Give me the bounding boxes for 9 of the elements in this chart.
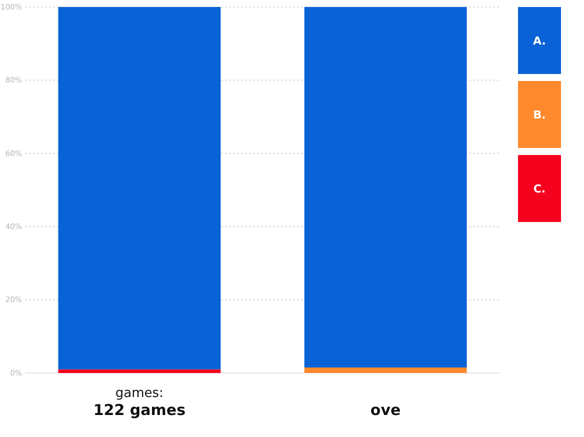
- bar: [304, 368, 467, 373]
- x-tick-label: games: 122 games: [93, 386, 186, 419]
- bar: [58, 7, 221, 370]
- text: C.: [533, 182, 546, 196]
- text: B.: [533, 108, 546, 122]
- x-tick-label: ove: [370, 401, 401, 419]
- bar: [58, 369, 221, 373]
- text: A.: [533, 34, 546, 48]
- bar: [304, 7, 467, 368]
